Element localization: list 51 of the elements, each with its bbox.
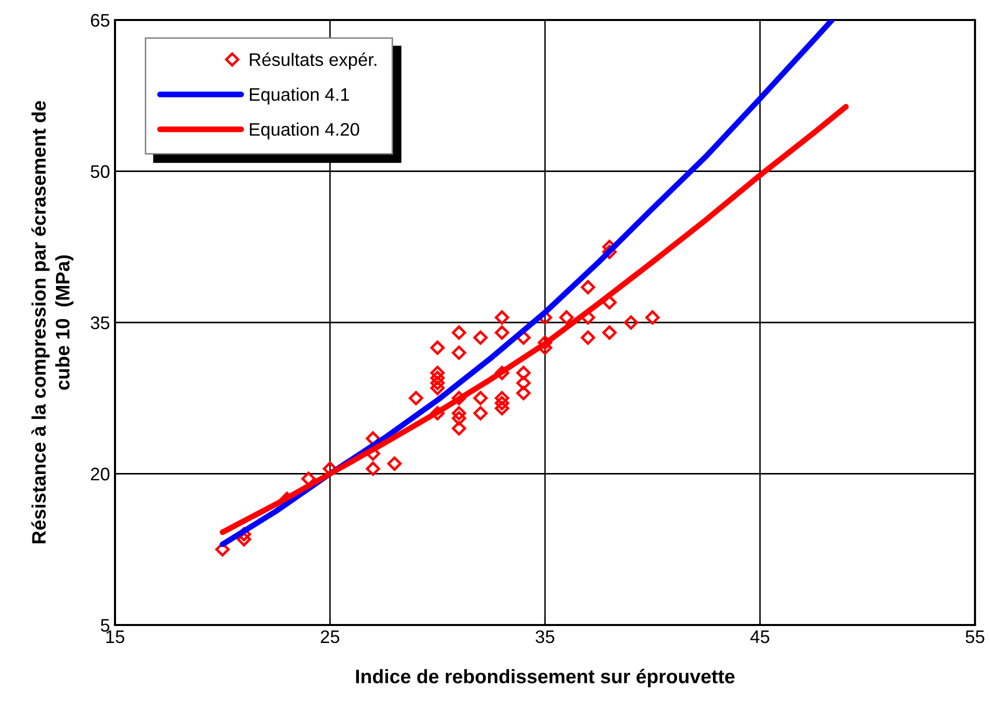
y-tick-label: 20: [90, 468, 110, 480]
point: [602, 325, 617, 340]
x-axis-title: Indice de rebondissement sur éprouvette: [356, 668, 735, 688]
legend-label: Equation 4.1: [250, 88, 349, 104]
point: [494, 366, 510, 380]
x-tick-label: 55: [966, 630, 984, 644]
point: [494, 310, 510, 325]
point: [494, 396, 510, 410]
point: [516, 376, 531, 390]
point: [580, 330, 596, 345]
point: [408, 390, 424, 406]
legend-label: Equation 4.20: [250, 122, 360, 140]
point: [430, 380, 445, 396]
point: [538, 336, 552, 350]
point: [301, 472, 316, 486]
point: [473, 330, 488, 345]
point: [366, 462, 380, 476]
point: [387, 456, 402, 471]
point: [430, 406, 445, 420]
y-tick-label: 35: [90, 316, 110, 330]
point: [494, 325, 510, 340]
point: [430, 376, 445, 390]
point: [494, 401, 510, 416]
x-tick-label: 15: [106, 630, 124, 644]
x-tick-label: 35: [536, 630, 554, 644]
point: [473, 390, 488, 406]
point: [602, 295, 617, 310]
point: [516, 366, 531, 380]
point: [452, 421, 466, 436]
point: [516, 386, 531, 400]
point: [430, 340, 445, 355]
point: [452, 325, 466, 340]
point: [452, 346, 466, 360]
y-tick-label: 65: [90, 14, 110, 27]
point: [559, 310, 574, 325]
point: [452, 406, 466, 420]
x-tick-label: 25: [320, 630, 340, 644]
legend-label: Résultats expér.: [250, 52, 376, 70]
point: [645, 310, 660, 325]
point: [452, 411, 466, 426]
x-tick-label: 45: [750, 630, 770, 644]
point: [580, 280, 596, 294]
y-tick-label: 50: [90, 165, 110, 178]
point: [624, 315, 638, 330]
y-tick-label: 5: [100, 619, 110, 632]
point: [473, 406, 488, 420]
y-axis-title: Résistance à la compression par écrasement de cube 10 (MPa): [31, 101, 74, 544]
point: [452, 390, 466, 406]
point: [430, 370, 445, 386]
point: [430, 366, 445, 380]
point: [494, 390, 510, 406]
